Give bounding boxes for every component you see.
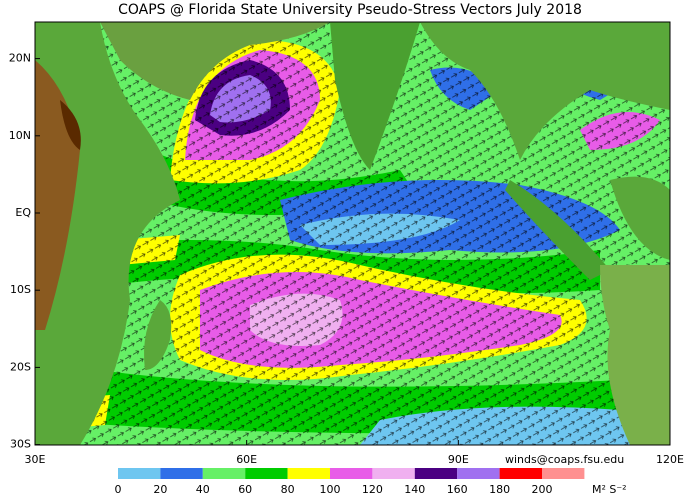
colorbar-label: 160: [447, 483, 468, 496]
lat-label: 10S: [10, 283, 31, 296]
colorbar-label: 200: [532, 483, 553, 496]
colorbar-label: 20: [153, 483, 167, 496]
colorbar-label: 180: [489, 483, 510, 496]
axes: 20N 10N EQ 10S 20S 30S 30E 60E 90E 120E: [9, 52, 684, 466]
colorbar-swatch: [160, 468, 203, 479]
land-india: [330, 22, 420, 170]
land-asia: [420, 22, 670, 160]
colorbar-units: M² S⁻²: [592, 483, 627, 496]
colorbar-label: 80: [281, 483, 295, 496]
colorbar-label: 40: [196, 483, 210, 496]
map-area: [35, 22, 670, 445]
colorbar-swatch: [202, 468, 246, 479]
lat-label: EQ: [15, 206, 31, 219]
colorbar-label: 140: [404, 483, 425, 496]
land-borneo: [610, 176, 670, 260]
lon-label: 30E: [25, 453, 46, 466]
colorbar: 0 20 40 60 80 100 120 140 160 180 200: [115, 468, 585, 496]
colorbar-swatch: [245, 468, 288, 479]
colorbar-label: 0: [115, 483, 122, 496]
colorbar-swatch: [542, 468, 585, 479]
lon-label: 90E: [448, 453, 469, 466]
lat-label: 20S: [10, 360, 31, 373]
land-peaks: [60, 100, 81, 150]
land-arabia: [100, 22, 330, 100]
land-australia: [600, 265, 670, 445]
colorbar-label: 120: [362, 483, 383, 496]
title: COAPS @ Florida State University Pseudo-…: [118, 2, 582, 18]
colorbar-swatch: [372, 468, 415, 479]
map-frame: [34, 21, 671, 446]
colorbar-label: 60: [238, 483, 252, 496]
colorbar-swatch: [414, 468, 458, 479]
lat-label: 10N: [9, 129, 31, 142]
lon-label: 120E: [656, 453, 684, 466]
lat-label: 30S: [10, 438, 31, 451]
colorbar-swatch: [499, 468, 542, 479]
land-madagascar: [144, 300, 172, 370]
colorbar-swatch: [118, 468, 161, 479]
colorbar-swatch: [330, 468, 373, 479]
colorbar-label: 100: [320, 483, 341, 496]
lon-label: 60E: [236, 453, 257, 466]
lat-label: 20N: [9, 52, 31, 65]
colorbar-swatch: [287, 468, 330, 479]
land-sumatra: [505, 180, 610, 280]
colorbar-swatch: [457, 468, 500, 479]
credit: winds@coaps.fsu.edu: [505, 453, 624, 466]
